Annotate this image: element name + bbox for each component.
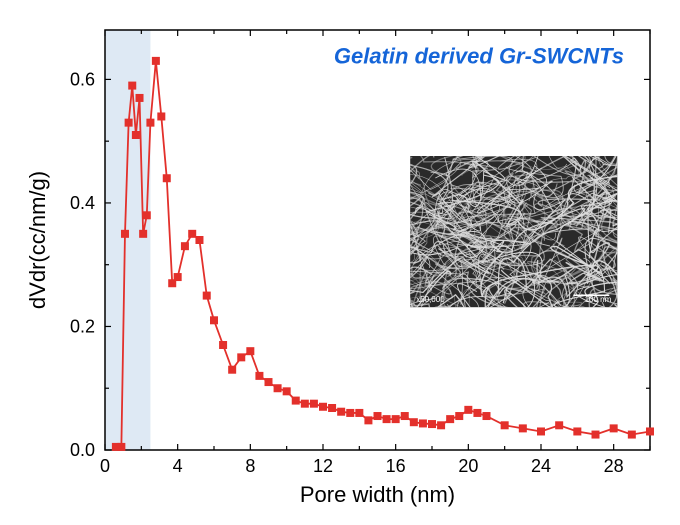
data-marker	[328, 404, 336, 412]
data-marker	[592, 431, 600, 439]
data-marker	[355, 409, 363, 417]
data-marker	[157, 112, 165, 120]
x-tick-label: 28	[604, 456, 624, 476]
x-tick-label: 8	[245, 456, 255, 476]
data-marker	[121, 230, 129, 238]
data-marker	[210, 316, 218, 324]
micropore-shaded-region	[105, 30, 150, 450]
chart-title-annotation: Gelatin derived Gr-SWCNTs	[334, 44, 624, 69]
data-marker	[573, 427, 581, 435]
data-marker	[301, 400, 309, 408]
x-tick-label: 16	[386, 456, 406, 476]
data-marker	[143, 211, 151, 219]
data-marker	[283, 387, 291, 395]
data-marker	[265, 378, 273, 386]
x-tick-label: 4	[173, 456, 183, 476]
data-marker	[219, 341, 227, 349]
data-marker	[136, 94, 144, 102]
data-marker	[628, 431, 636, 439]
inset-mag-label: x50,000	[416, 295, 445, 304]
x-tick-label: 12	[313, 456, 333, 476]
data-marker	[646, 427, 654, 435]
data-marker	[464, 406, 472, 414]
data-marker	[246, 347, 254, 355]
x-tick-label: 20	[458, 456, 478, 476]
y-axis-title: dVdr(cc/nm/g)	[25, 171, 50, 309]
data-marker	[146, 119, 154, 127]
data-marker	[419, 419, 427, 427]
data-marker	[374, 412, 382, 420]
data-marker	[181, 242, 189, 250]
data-marker	[117, 443, 125, 451]
data-marker	[255, 372, 263, 380]
data-marker	[392, 415, 400, 423]
data-marker	[174, 273, 182, 281]
data-marker	[319, 403, 327, 411]
x-tick-label: 0	[100, 456, 110, 476]
y-tick-label: 0.2	[70, 316, 95, 336]
data-marker	[437, 421, 445, 429]
x-tick-label: 24	[531, 456, 551, 476]
data-marker	[428, 420, 436, 428]
data-marker	[292, 397, 300, 405]
y-tick-label: 0.4	[70, 193, 95, 213]
data-marker	[537, 427, 545, 435]
data-marker	[203, 292, 211, 300]
data-marker	[310, 400, 318, 408]
data-marker	[228, 366, 236, 374]
data-marker	[125, 119, 133, 127]
data-marker	[337, 408, 345, 416]
data-marker	[501, 421, 509, 429]
data-marker	[346, 409, 354, 417]
pore-distribution-chart: 0 4 8 12 16 20 24 28 0.0 0.2 0.4 0.6 Pore width (nm)…	[0, 0, 680, 525]
data-marker	[364, 416, 372, 424]
data-marker	[610, 424, 618, 432]
data-marker	[237, 353, 245, 361]
data-marker	[519, 424, 527, 432]
data-marker	[401, 412, 409, 420]
data-marker	[188, 230, 196, 238]
data-marker	[410, 418, 418, 426]
data-marker	[274, 384, 282, 392]
data-marker	[132, 131, 140, 139]
data-marker	[163, 174, 171, 182]
data-marker	[455, 412, 463, 420]
data-marker	[139, 230, 147, 238]
data-marker	[195, 236, 203, 244]
data-marker	[152, 57, 160, 65]
data-marker	[483, 412, 491, 420]
data-marker	[128, 82, 136, 90]
x-axis-title: Pore width (nm)	[300, 482, 455, 507]
y-tick-label: 0.6	[70, 69, 95, 89]
data-marker	[446, 415, 454, 423]
data-marker	[555, 421, 563, 429]
data-marker	[473, 409, 481, 417]
inset-scalebar-label: 100 nm	[585, 295, 612, 304]
y-tick-label: 0.0	[70, 440, 95, 460]
data-marker	[383, 415, 391, 423]
